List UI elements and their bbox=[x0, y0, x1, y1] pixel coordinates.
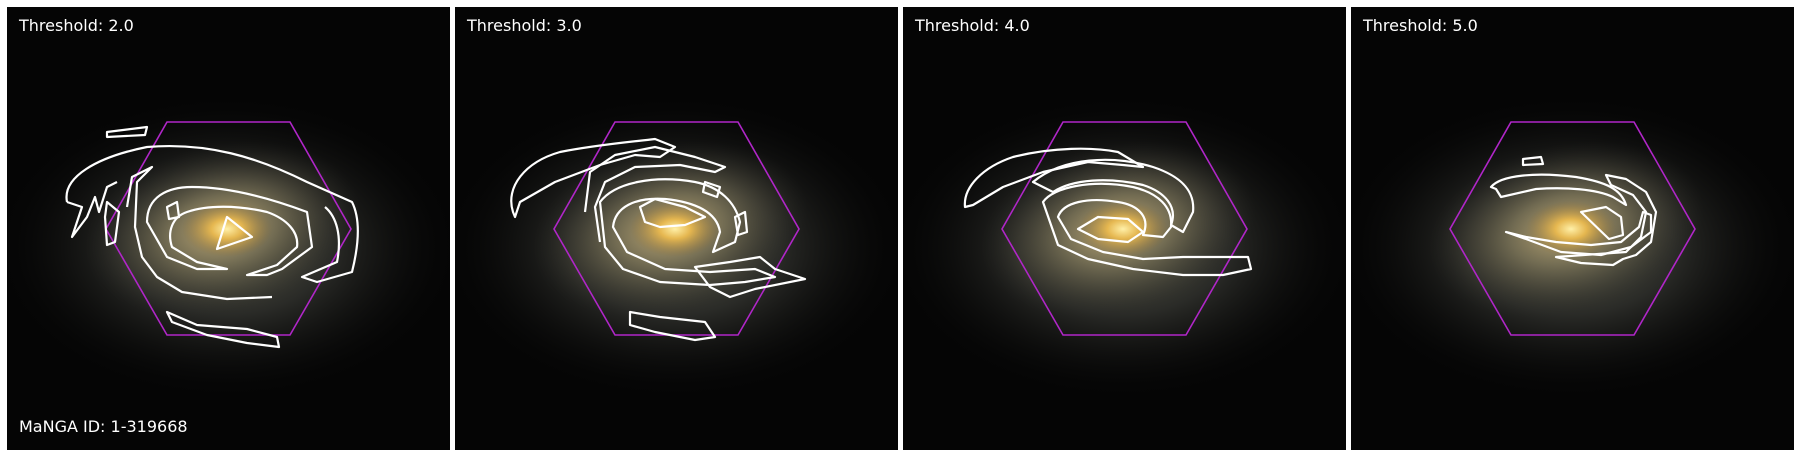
galaxy-image-1 bbox=[7, 7, 450, 450]
galaxy-image-3 bbox=[903, 7, 1346, 450]
threshold-label: Threshold: 5.0 bbox=[1363, 16, 1478, 35]
threshold-label: Threshold: 4.0 bbox=[915, 16, 1030, 35]
contour-lines bbox=[963, 147, 1253, 277]
galaxy-image-4 bbox=[1351, 7, 1794, 450]
contour-lines bbox=[510, 137, 807, 342]
threshold-label: Threshold: 3.0 bbox=[467, 16, 582, 35]
ifu-hexagon bbox=[1001, 121, 1248, 336]
manga-id-label: MaNGA ID: 1-319668 bbox=[19, 417, 188, 436]
ifu-hexagon bbox=[1449, 121, 1696, 336]
contour-lines bbox=[65, 125, 359, 349]
contour-lines bbox=[1489, 155, 1658, 267]
galaxy-panel-1: Threshold: 2.0 MaNGA ID: 1-319668 bbox=[7, 7, 450, 450]
galaxy-panel-4: Threshold: 5.0 bbox=[1351, 7, 1794, 450]
ifu-hexagon bbox=[553, 121, 800, 336]
threshold-label: Threshold: 2.0 bbox=[19, 16, 134, 35]
galaxy-panel-2: Threshold: 3.0 bbox=[455, 7, 898, 450]
galaxy-image-2 bbox=[455, 7, 898, 450]
galaxy-panel-3: Threshold: 4.0 bbox=[903, 7, 1346, 450]
